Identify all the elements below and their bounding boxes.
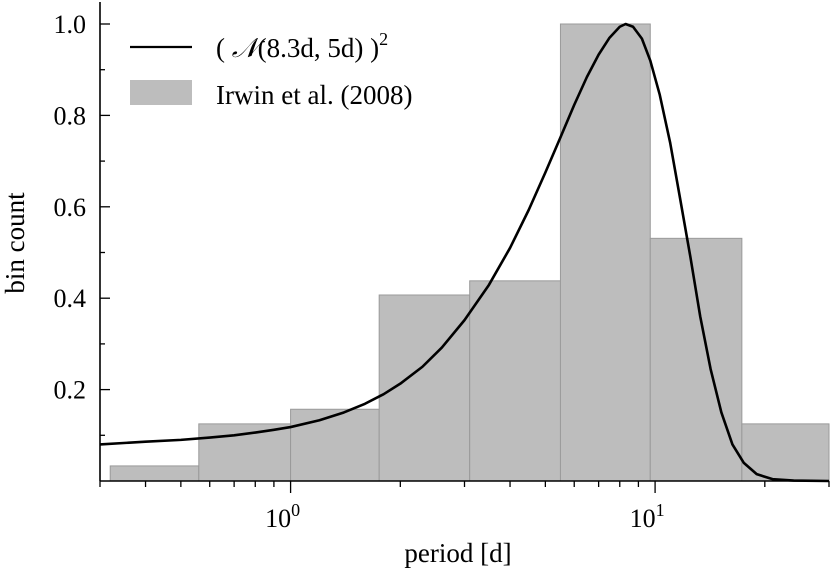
legend: ( 𝒩(8.3d, 5d) )2 Irwin et al. (2008) — [130, 29, 412, 110]
model-curve-line — [99, 22, 830, 483]
y-tick-label: 0.6 — [54, 193, 87, 222]
histogram-bar — [559, 23, 651, 482]
histogram-bar — [198, 423, 292, 482]
y-tick-label: 0.2 — [54, 376, 87, 405]
histogram-bar — [649, 237, 743, 482]
tick-marks — [99, 23, 830, 493]
y-axis-label: bin count — [0, 192, 30, 294]
legend-line-prefix: ( — [216, 33, 232, 63]
y-tick-label: 0.8 — [54, 101, 87, 130]
x-tick-label-base: 10 — [630, 504, 656, 533]
histogram-bar — [290, 408, 380, 482]
histogram-bars — [109, 23, 830, 482]
histogram-bar — [741, 423, 830, 482]
legend-line-label: ( 𝒩(8.3d, 5d) )2 — [216, 29, 388, 63]
histogram-bar — [469, 280, 561, 482]
legend-bar-swatch — [130, 80, 192, 105]
histogram-bar — [109, 465, 200, 482]
x-tick-label: 100 — [265, 500, 300, 533]
x-axis-label: period [d] — [404, 538, 511, 568]
curve-layer — [99, 22, 830, 483]
x-tick-label-base: 10 — [265, 504, 291, 533]
x-tick-label: 101 — [630, 500, 665, 533]
legend-line-args: (8.3d, 5d) ) — [258, 33, 379, 63]
x-tick-label-exponent: 0 — [291, 500, 300, 520]
x-tick-label-exponent: 1 — [656, 500, 665, 520]
legend-line-sup: 2 — [379, 29, 388, 49]
y-tick-label: 0.4 — [54, 284, 87, 313]
y-tick-label: 1.0 — [54, 10, 87, 39]
legend-bar-label: Irwin et al. (2008) — [216, 80, 412, 110]
